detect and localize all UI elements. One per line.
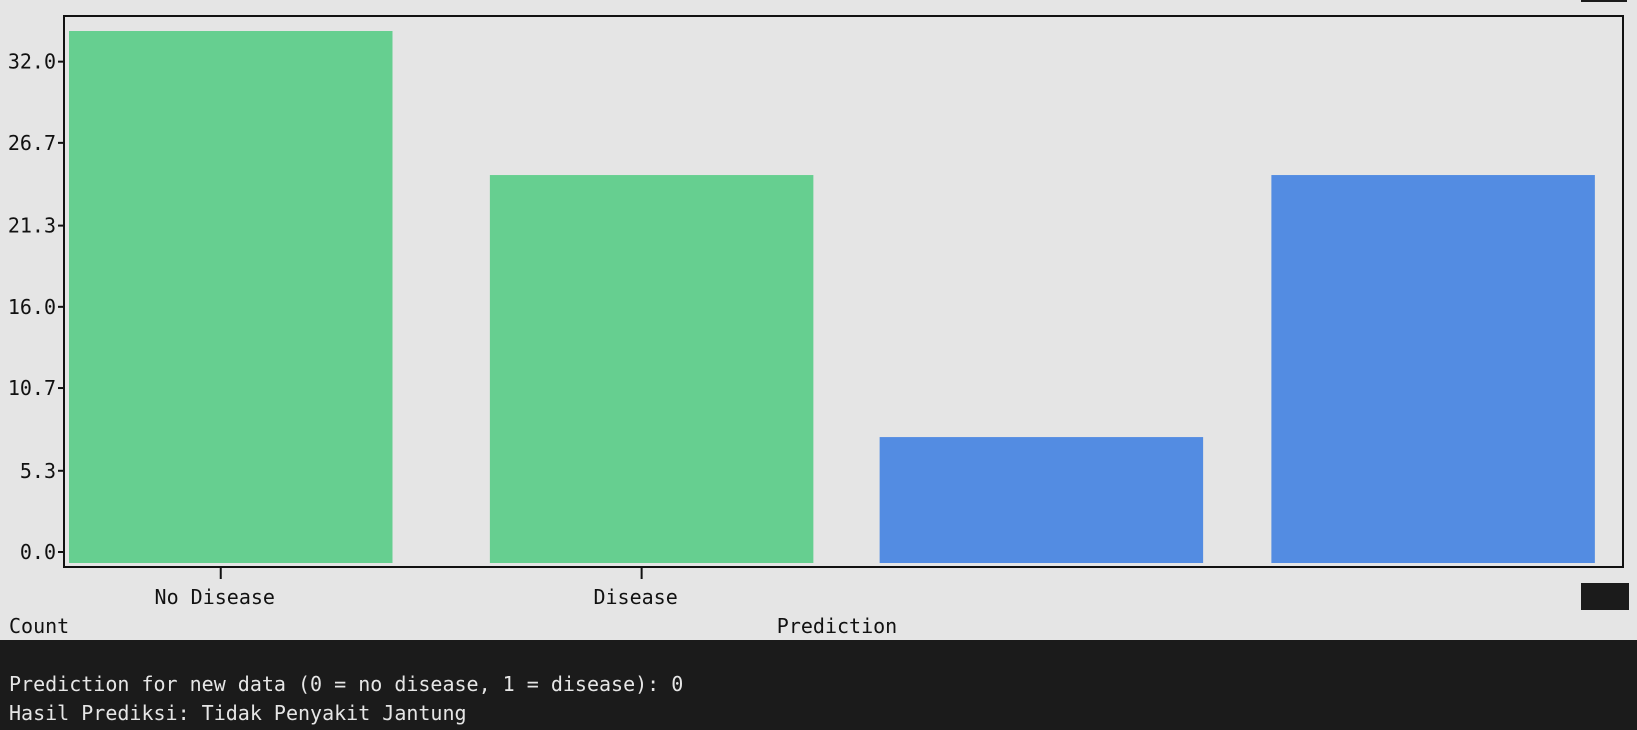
x-axis-label: Prediction xyxy=(777,614,897,638)
y-tick-label: 0.0 xyxy=(20,540,56,564)
bar-series-4 xyxy=(1271,175,1595,563)
terminal-background-notch xyxy=(1581,583,1629,610)
plot-frame xyxy=(63,15,1624,568)
bar-chart: 0.0 5.3 10.7 16.0 21.3 26.7 32.0 No Disease Dis… xyxy=(8,15,1624,638)
bars xyxy=(69,31,1595,563)
bar-disease xyxy=(489,175,814,563)
terminal-background-strip xyxy=(1581,0,1627,2)
x-tick-label: Disease xyxy=(593,585,677,609)
y-axis: 0.0 5.3 10.7 16.0 21.3 26.7 32.0 xyxy=(8,50,64,564)
prediction-result-line: Hasil Prediksi: Tidak Penyakit Jantung xyxy=(9,701,467,725)
prediction-output-line: Prediction for new data (0 = no disease,… xyxy=(9,672,684,696)
y-tick-label: 16.0 xyxy=(8,295,56,319)
x-tick-label: No Disease xyxy=(155,585,275,609)
bar-no-disease xyxy=(69,31,393,563)
y-tick-label: 10.7 xyxy=(8,376,56,400)
y-tick-label: 21.3 xyxy=(8,214,56,238)
bar-series-3 xyxy=(879,437,1204,563)
x-axis: No Disease Disease xyxy=(155,567,678,609)
y-tick-label: 32.0 xyxy=(8,50,56,74)
y-tick-label: 5.3 xyxy=(20,459,56,483)
y-tick-label: 26.7 xyxy=(8,131,56,155)
y-axis-label: Count xyxy=(9,614,69,638)
